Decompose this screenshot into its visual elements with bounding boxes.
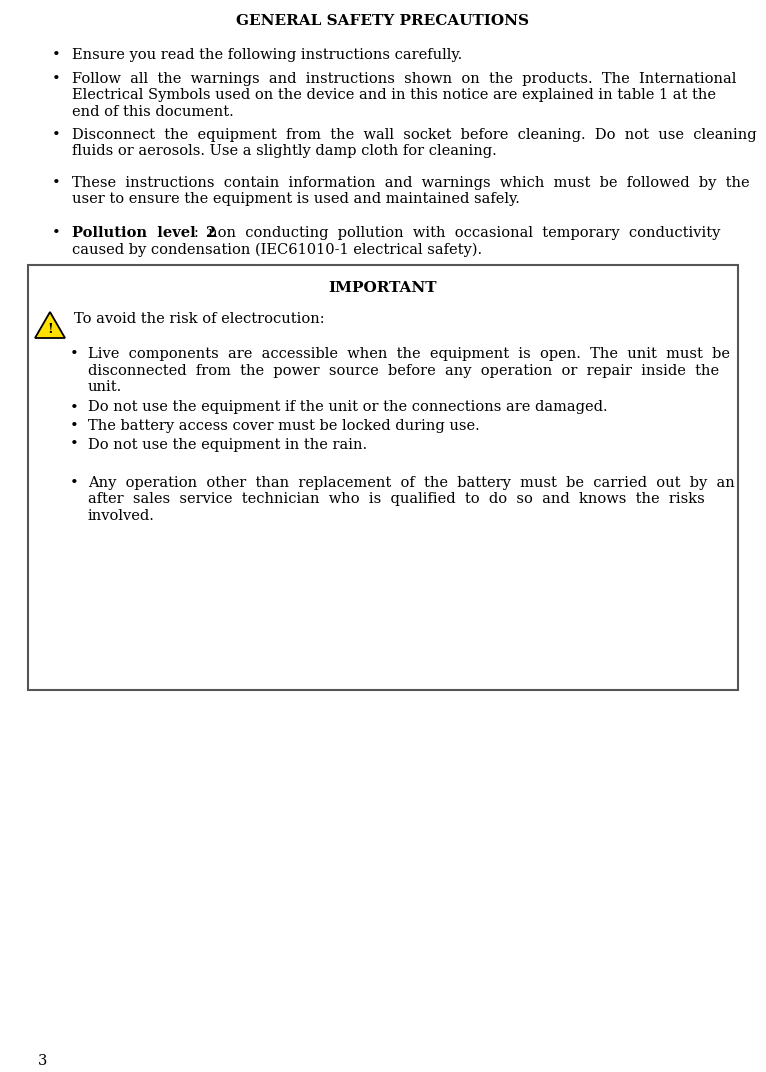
- Text: after  sales  service  technician  who  is  qualified  to  do  so  and  knows  t: after sales service technician who is qu…: [88, 492, 705, 506]
- Text: :  non  conducting  pollution  with  occasional  temporary  conductivity: : non conducting pollution with occasion…: [194, 226, 720, 240]
- Text: •: •: [51, 48, 61, 62]
- Text: •: •: [70, 347, 78, 361]
- Text: Disconnect  the  equipment  from  the  wall  socket  before  cleaning.  Do  not : Disconnect the equipment from the wall s…: [72, 128, 757, 142]
- Text: •: •: [70, 419, 78, 433]
- Polygon shape: [35, 312, 65, 338]
- Text: end of this document.: end of this document.: [72, 105, 234, 119]
- Text: •: •: [70, 401, 78, 415]
- Text: IMPORTANT: IMPORTANT: [329, 281, 437, 295]
- Text: Any  operation  other  than  replacement  of  the  battery  must  be  carried  o: Any operation other than replacement of …: [88, 476, 735, 490]
- Text: •: •: [70, 437, 78, 451]
- Text: user to ensure the equipment is used and maintained safely.: user to ensure the equipment is used and…: [72, 193, 520, 207]
- Text: disconnected  from  the  power  source  before  any  operation  or  repair  insi: disconnected from the power source befor…: [88, 363, 719, 377]
- Text: •: •: [51, 128, 61, 142]
- Text: Electrical Symbols used on the device and in this notice are explained in table : Electrical Symbols used on the device an…: [72, 89, 716, 103]
- Text: Pollution  level  2: Pollution level 2: [72, 226, 216, 240]
- Text: unit.: unit.: [88, 379, 123, 394]
- Text: •: •: [51, 72, 61, 86]
- Text: Live  components  are  accessible  when  the  equipment  is  open.  The  unit  m: Live components are accessible when the …: [88, 347, 730, 361]
- Text: Do not use the equipment if the unit or the connections are damaged.: Do not use the equipment if the unit or …: [88, 401, 607, 415]
- Text: GENERAL SAFETY PRECAUTIONS: GENERAL SAFETY PRECAUTIONS: [237, 14, 529, 28]
- Text: Follow  all  the  warnings  and  instructions  shown  on  the  products.  The  I: Follow all the warnings and instructions…: [72, 72, 736, 86]
- Text: •: •: [51, 176, 61, 190]
- Text: The battery access cover must be locked during use.: The battery access cover must be locked …: [88, 419, 480, 433]
- Text: Ensure you read the following instructions carefully.: Ensure you read the following instructio…: [72, 48, 462, 62]
- Text: •: •: [51, 226, 61, 240]
- Text: fluids or aerosols. Use a slightly damp cloth for cleaning.: fluids or aerosols. Use a slightly damp …: [72, 145, 496, 159]
- Text: involved.: involved.: [88, 509, 155, 523]
- Text: Do not use the equipment in the rain.: Do not use the equipment in the rain.: [88, 437, 367, 451]
- FancyBboxPatch shape: [28, 265, 738, 690]
- Text: caused by condensation (IEC61010-1 electrical safety).: caused by condensation (IEC61010-1 elect…: [72, 242, 482, 257]
- Text: These  instructions  contain  information  and  warnings  which  must  be  follo: These instructions contain information a…: [72, 176, 750, 190]
- Text: To avoid the risk of electrocution:: To avoid the risk of electrocution:: [74, 312, 325, 326]
- Text: !: !: [47, 323, 53, 337]
- Text: 3: 3: [38, 1054, 47, 1068]
- Text: •: •: [70, 476, 78, 490]
